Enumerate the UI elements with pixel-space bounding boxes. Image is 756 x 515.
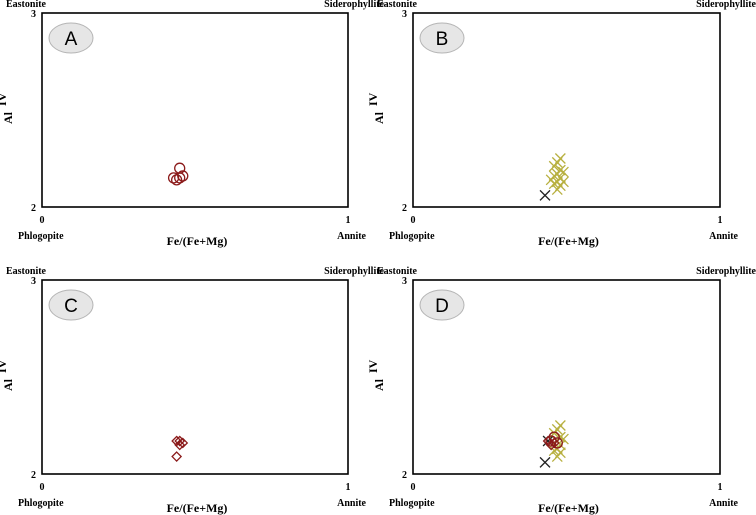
circle-point — [177, 170, 189, 182]
panel-label-badge — [48, 22, 94, 54]
panel-label: A — [65, 29, 78, 50]
x-tick-label: 1 — [718, 215, 723, 226]
series-3 — [542, 435, 560, 451]
panel-label-badge — [48, 289, 94, 321]
corner-label-bottom-right: Annite — [337, 498, 366, 509]
x-tick-label: 0 — [40, 215, 45, 226]
corner-label-top-right: Siderophyllite — [324, 266, 384, 277]
y-axis-label: Al IV — [366, 359, 386, 391]
corner-label-top-right: Siderophyllite — [696, 0, 756, 10]
diamond-point — [545, 439, 557, 451]
x-tick-label: 0 — [40, 482, 45, 493]
corner-label-top-left: Eastonite — [6, 0, 47, 10]
x-axis-label: Fe/(Fe+Mg) — [538, 234, 599, 248]
corner-label-bottom-left: Phlogopite — [389, 231, 435, 242]
circle-point — [174, 172, 186, 184]
y-tick-label: 2 — [31, 470, 36, 481]
corner-label-bottom-left: Phlogopite — [389, 498, 435, 509]
corner-label-bottom-left: Phlogopite — [18, 498, 64, 509]
y-tick-label: 3 — [402, 9, 407, 20]
panel-c: Eastonite Siderophyllite Phlogopite Annite 3… — [0, 266, 385, 515]
series-2 — [545, 431, 563, 449]
series-0 — [171, 435, 189, 462]
x-tick-label: 1 — [718, 482, 723, 493]
y-axis-label-main: Al — [372, 378, 386, 391]
y-axis-label-main: Al — [1, 111, 15, 124]
cross-point — [557, 433, 569, 445]
cross-point — [551, 451, 563, 462]
cross-point — [539, 456, 551, 468]
corner-label-bottom-left: Phlogopite — [18, 231, 64, 242]
y-tick-label: 2 — [402, 470, 407, 481]
y-tick-label: 3 — [31, 9, 36, 20]
y-axis-label-main: Al — [372, 111, 386, 124]
y-axis-label-superscript: IV — [0, 92, 9, 106]
diamond-point — [171, 451, 183, 462]
x-axis-label: Fe/(Fe+Mg) — [167, 501, 228, 515]
y-tick-label: 2 — [402, 203, 407, 214]
corner-label-top-left: Eastonite — [377, 266, 418, 277]
panel-label-badge — [419, 289, 465, 321]
x-tick-label: 0 — [411, 215, 416, 226]
x-tick-label: 1 — [346, 482, 351, 493]
circle-point — [170, 174, 183, 186]
panel-b: Eastonite Siderophyllite Phlogopite Annite 3… — [366, 0, 756, 248]
y-axis-label: Al IV — [0, 359, 15, 391]
plot-frame — [41, 12, 349, 208]
cross-point — [548, 160, 560, 172]
series-0 — [545, 153, 569, 195]
plot-frame — [412, 279, 721, 475]
plot-frame — [412, 12, 721, 208]
corner-label-bottom-right: Annite — [709, 231, 738, 242]
y-tick-label: 3 — [402, 276, 407, 287]
cross-point — [539, 189, 551, 201]
y-axis-label: Al IV — [0, 92, 15, 124]
panel-label: C — [64, 296, 78, 317]
corner-label-top-right: Siderophyllite — [324, 0, 384, 10]
x-tick-label: 0 — [411, 482, 416, 493]
diamond-point — [174, 439, 186, 451]
panel-a: Eastonite Siderophyllite Phlogopite Annite 3… — [0, 0, 385, 248]
y-axis-label-superscript: IV — [0, 359, 9, 373]
diamond-point — [177, 437, 189, 449]
diamond-point — [548, 437, 560, 449]
corner-label-bottom-right: Annite — [337, 231, 366, 242]
x-axis-label: Fe/(Fe+Mg) — [538, 501, 599, 515]
x-tick-label: 1 — [346, 215, 351, 226]
cross-point — [545, 174, 557, 186]
series-1 — [539, 189, 551, 201]
panel-label: B — [436, 29, 449, 50]
panel-label: D — [435, 296, 449, 317]
series-1 — [539, 435, 554, 468]
diamond-point — [174, 435, 186, 447]
corner-label-top-right: Siderophyllite — [696, 266, 756, 277]
panel-d: Eastonite Siderophyllite Phlogopite Annite 3… — [366, 266, 756, 515]
corner-label-top-left: Eastonite — [377, 0, 418, 10]
y-axis-label: Al IV — [366, 92, 386, 124]
y-axis-label-main: Al — [1, 378, 15, 391]
cross-point — [551, 184, 563, 195]
series-0 — [167, 162, 189, 186]
corner-label-bottom-right: Annite — [709, 498, 738, 509]
x-axis-label: Fe/(Fe+Mg) — [167, 234, 228, 248]
cross-point — [557, 166, 569, 178]
plot-frame — [41, 279, 349, 475]
circle-point — [551, 437, 563, 449]
y-axis-label-superscript: IV — [366, 359, 380, 373]
panel-label-badge — [419, 22, 465, 54]
corner-label-top-left: Eastonite — [6, 266, 47, 277]
y-tick-label: 3 — [31, 276, 36, 287]
cross-point — [557, 176, 569, 188]
y-axis-label-superscript: IV — [366, 92, 380, 106]
y-tick-label: 2 — [31, 203, 36, 214]
